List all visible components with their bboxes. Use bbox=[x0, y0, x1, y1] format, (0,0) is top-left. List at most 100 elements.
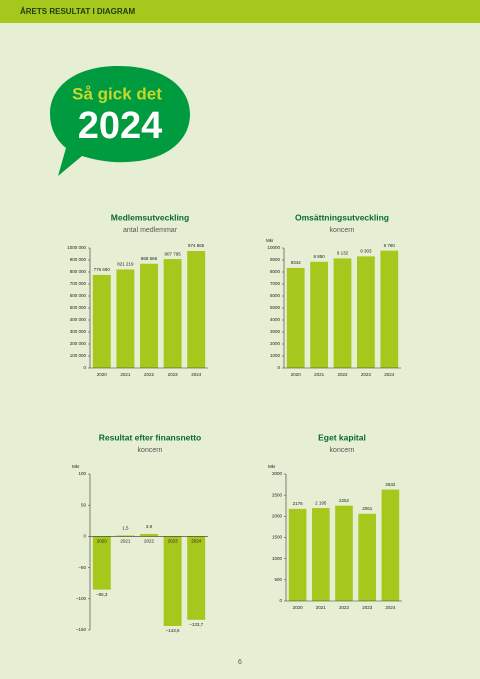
value-label: 974 865 bbox=[188, 243, 205, 248]
bar bbox=[140, 263, 158, 368]
bar bbox=[92, 536, 111, 590]
value-label: 2176 bbox=[293, 501, 304, 506]
value-label: 2 195 bbox=[315, 500, 327, 505]
chart-title: Medlemsutveckling bbox=[111, 212, 189, 222]
y-tick-label: 700 000 bbox=[70, 281, 87, 286]
x-tick-label: 2023 bbox=[361, 372, 372, 377]
bar bbox=[288, 508, 307, 601]
y-tick-label: 3000 bbox=[270, 329, 281, 334]
value-label: 775 690 bbox=[94, 267, 111, 272]
y-tick-label: 1000 bbox=[272, 556, 283, 561]
y-tick-label: 3000 bbox=[272, 471, 283, 476]
value-label: 821 219 bbox=[117, 262, 134, 267]
x-tick-label: 2022 bbox=[337, 372, 348, 377]
bar bbox=[357, 256, 375, 368]
x-tick-label: 2021 bbox=[316, 605, 327, 610]
value-label: 3,9 bbox=[146, 524, 153, 529]
chart-title: Resultat efter finansnetto bbox=[99, 432, 202, 442]
y-tick-label: 0 bbox=[83, 365, 86, 370]
bar bbox=[163, 536, 182, 627]
x-tick-label: 2022 bbox=[339, 605, 350, 610]
x-tick-label: 2023 bbox=[362, 605, 373, 610]
y-tick-label: 7000 bbox=[270, 281, 281, 286]
y-tick-label: 800 000 bbox=[70, 269, 87, 274]
x-tick-label: 2020 bbox=[291, 372, 302, 377]
value-label: 9 132 bbox=[337, 251, 349, 256]
value-label: –85,3 bbox=[96, 592, 108, 597]
x-tick-label: 2021 bbox=[120, 539, 131, 544]
y-tick-label: 100 000 bbox=[70, 353, 87, 358]
value-label: 907 795 bbox=[164, 251, 181, 256]
y-tick-label: 0 bbox=[83, 534, 86, 539]
bar bbox=[381, 489, 400, 601]
value-label: 8 850 bbox=[313, 254, 325, 259]
value-label: 2632 bbox=[385, 482, 396, 487]
y-tick-label: 8000 bbox=[270, 269, 281, 274]
bar bbox=[116, 535, 135, 537]
value-label: 2061 bbox=[362, 506, 373, 511]
chart-subtitle: koncern bbox=[138, 447, 163, 454]
y-tick-label: 4000 bbox=[270, 317, 281, 322]
header-bar bbox=[0, 0, 480, 23]
bar bbox=[358, 513, 377, 601]
y-tick-label: 900 000 bbox=[70, 257, 87, 262]
unit-label: Mkr bbox=[266, 238, 274, 243]
x-tick-label: 2020 bbox=[97, 372, 108, 377]
bar bbox=[116, 269, 135, 368]
y-tick-label: 400 000 bbox=[70, 317, 87, 322]
chart-title: Eget kapital bbox=[318, 432, 366, 442]
bar bbox=[310, 261, 328, 368]
bar bbox=[92, 274, 111, 368]
badge-line1: Så gick det bbox=[72, 84, 162, 103]
value-label: 9 780 bbox=[384, 243, 396, 248]
y-tick-label: 500 bbox=[274, 577, 282, 582]
x-tick-label: 2021 bbox=[314, 372, 325, 377]
y-tick-label: 2500 bbox=[272, 492, 283, 497]
chart-subtitle: koncern bbox=[330, 447, 355, 454]
value-label: 2252 bbox=[339, 498, 350, 503]
header-title: ÅRETS RESULTAT I DIAGRAM bbox=[20, 7, 135, 16]
x-tick-label: 2020 bbox=[293, 605, 304, 610]
y-tick-label: 10000 bbox=[267, 245, 280, 250]
value-label: 868 566 bbox=[141, 256, 158, 261]
y-tick-label: 2000 bbox=[270, 341, 281, 346]
y-tick-label: 200 000 bbox=[70, 341, 87, 346]
y-tick-label: 2000 bbox=[272, 514, 283, 519]
unit-label: Mkr bbox=[268, 464, 276, 469]
x-tick-label: 2023 bbox=[168, 372, 179, 377]
bar bbox=[286, 267, 305, 368]
y-tick-label: 9000 bbox=[270, 257, 281, 262]
y-tick-label: –100 bbox=[76, 596, 87, 601]
x-tick-label: 2023 bbox=[168, 539, 179, 544]
y-tick-label: 1500 bbox=[272, 535, 283, 540]
x-tick-label: 2020 bbox=[97, 539, 108, 544]
y-tick-label: 100 bbox=[78, 471, 86, 476]
bar bbox=[140, 533, 158, 537]
bar bbox=[335, 505, 353, 601]
bar bbox=[380, 250, 399, 368]
value-label: 8342 bbox=[291, 260, 302, 265]
y-tick-label: 300 000 bbox=[70, 329, 87, 334]
y-tick-label: 5000 bbox=[270, 305, 281, 310]
unit-label: Mkr bbox=[72, 464, 80, 469]
x-tick-label: 2024 bbox=[385, 605, 396, 610]
y-tick-label: 50 bbox=[81, 502, 87, 507]
chart-subtitle: antal medlemmar bbox=[123, 227, 178, 234]
badge-line2: 2024 bbox=[78, 105, 163, 147]
bar bbox=[163, 259, 182, 368]
bar bbox=[187, 536, 206, 620]
x-tick-label: 2021 bbox=[120, 372, 131, 377]
chart-title: Omsättningsutveckling bbox=[295, 212, 389, 222]
value-label: –143,6 bbox=[166, 628, 180, 633]
x-tick-label: 2024 bbox=[384, 372, 395, 377]
y-tick-label: 0 bbox=[279, 598, 282, 603]
chart-subtitle: koncern bbox=[330, 227, 355, 234]
value-label: –133,7 bbox=[189, 622, 203, 627]
bar bbox=[311, 508, 330, 601]
x-tick-label: 2024 bbox=[191, 372, 202, 377]
y-tick-label: 500 000 bbox=[70, 305, 87, 310]
bar bbox=[187, 251, 206, 368]
y-tick-label: –150 bbox=[76, 627, 87, 632]
